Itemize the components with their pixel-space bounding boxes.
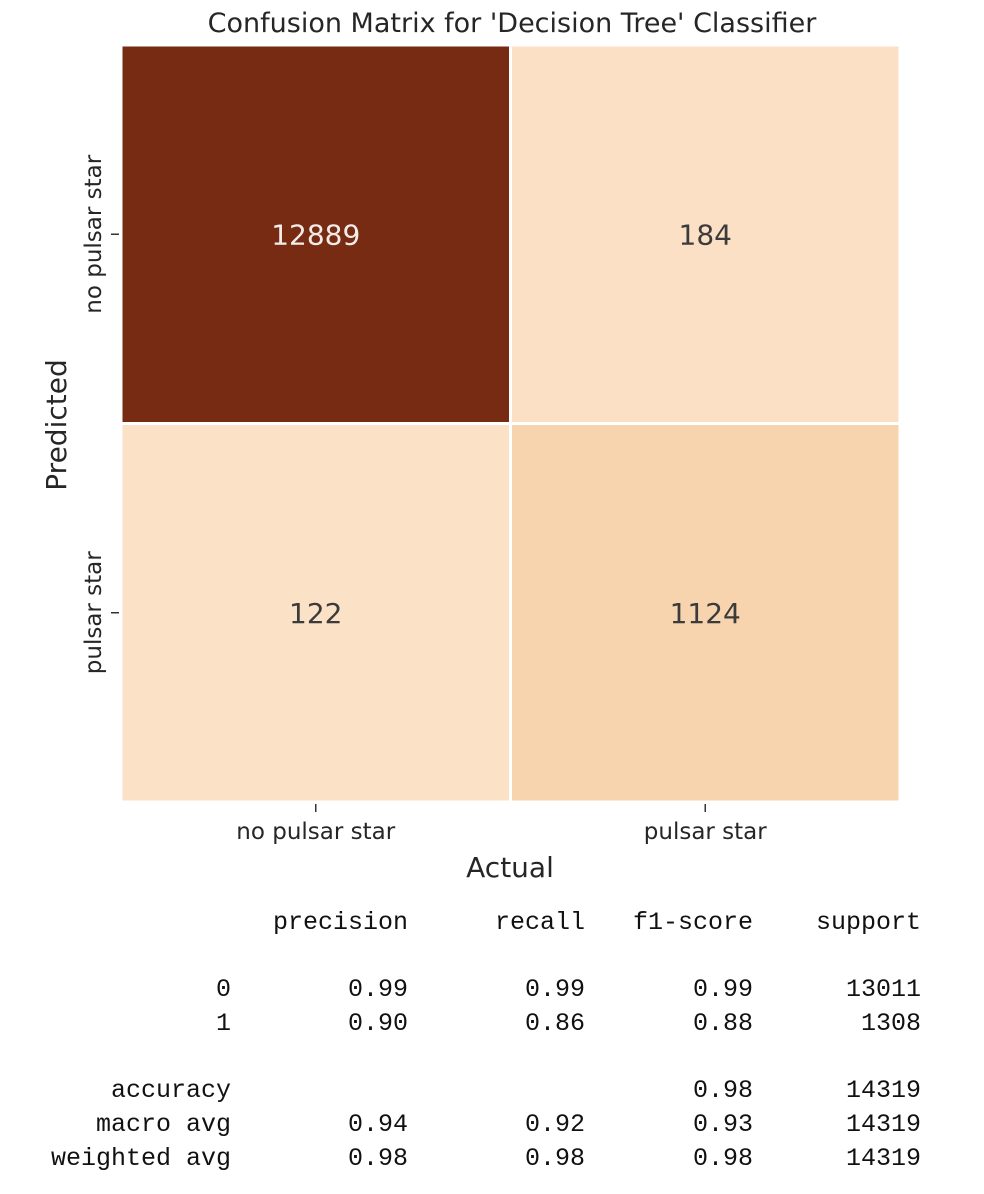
report-cell: 14319 xyxy=(845,1143,921,1173)
chart-title: Confusion Matrix for 'Decision Tree' Cla… xyxy=(208,8,818,39)
column-header: precision xyxy=(272,907,408,937)
report-cell: 0.88 xyxy=(692,1008,753,1038)
y-tick-label: no pulsar star xyxy=(81,154,107,313)
classification-report: precision recall f1-score support 0 0.99… xyxy=(0,905,984,1190)
axis-ticks: no pulsar star pulsar star no pulsar star p… xyxy=(81,154,767,845)
heatmap-cell xyxy=(509,43,902,425)
heatmap-cell xyxy=(119,422,512,804)
row-label: macro avg xyxy=(95,1109,231,1139)
cell-value-label: 184 xyxy=(679,218,732,251)
heatmap-cells: 12889 184 122 1124 xyxy=(119,43,902,804)
y-tick-label: pulsar star xyxy=(81,551,107,675)
x-tick-label: no pulsar star xyxy=(236,819,395,845)
heatmap-cell xyxy=(509,422,902,804)
row-label: 1 xyxy=(215,1008,231,1038)
report-cell: 14319 xyxy=(845,1075,921,1105)
report-row: weighted avg 0.98 0.98 0.98 14319 xyxy=(20,1141,921,1175)
report-row: 0 0.99 0.99 0.99 13011 xyxy=(20,972,921,1006)
report-cell: 0.99 xyxy=(692,974,753,1004)
row-label: weighted avg xyxy=(50,1143,231,1173)
report-cell: 14319 xyxy=(845,1109,921,1139)
x-tick-label: pulsar star xyxy=(644,819,768,845)
report-cell: 0.93 xyxy=(692,1109,753,1139)
cell-value-label: 1124 xyxy=(670,597,741,630)
report-cell: 0.90 xyxy=(347,1008,408,1038)
y-axis-label: Predicted xyxy=(40,359,73,490)
report-cell: 0.99 xyxy=(347,974,408,1004)
cell-value-label: 122 xyxy=(289,597,342,630)
report-cell: 0.99 xyxy=(524,974,585,1004)
report-header-row: precision recall f1-score support xyxy=(20,905,921,939)
column-header: f1-score xyxy=(632,907,753,937)
row-label: accuracy xyxy=(110,1075,231,1105)
report-cell xyxy=(408,1073,585,1107)
report-cell: 0.86 xyxy=(524,1008,585,1038)
report-cell xyxy=(231,1073,408,1107)
report-row: macro avg 0.94 0.92 0.93 14319 xyxy=(20,1107,921,1141)
report-cell: 0.98 xyxy=(524,1143,585,1173)
x-axis-label: Actual xyxy=(466,851,554,884)
report-row: accuracy 0.98 14319 xyxy=(20,1073,921,1107)
column-header: support xyxy=(815,907,921,937)
column-header: recall xyxy=(494,907,585,937)
report-cell: 13011 xyxy=(845,974,921,1004)
heatmap-cell xyxy=(119,43,512,425)
report-cell: 0.94 xyxy=(347,1109,408,1139)
confusion-matrix-chart: Confusion Matrix for 'Decision Tree' Cla… xyxy=(40,8,902,884)
report-cell: 0.92 xyxy=(524,1109,585,1139)
report-table: precision recall f1-score support 0 0.99… xyxy=(20,905,921,1175)
report-cell: 0.98 xyxy=(692,1143,753,1173)
report-cell: 1308 xyxy=(860,1008,921,1038)
report-cell: 0.98 xyxy=(692,1075,753,1105)
report-row: 1 0.90 0.86 0.88 1308 xyxy=(20,1006,921,1040)
row-label: 0 xyxy=(215,974,231,1004)
cell-value-label: 12889 xyxy=(271,218,360,251)
report-cell: 0.98 xyxy=(347,1143,408,1173)
